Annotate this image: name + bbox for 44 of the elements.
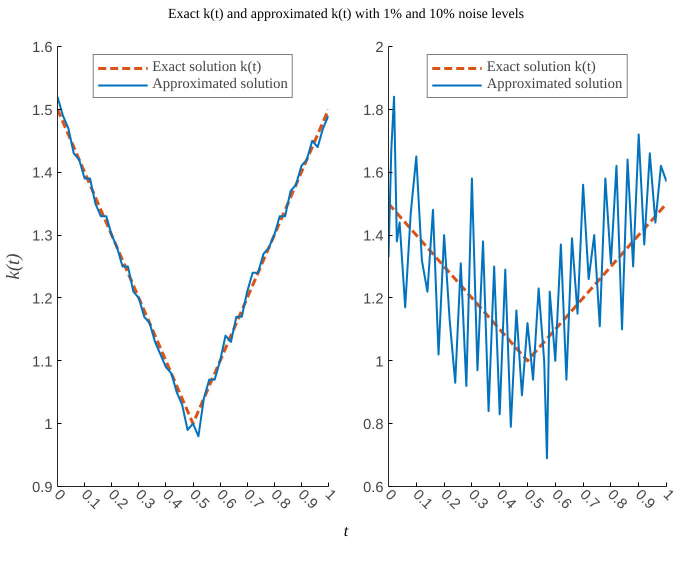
x-tick-label: 1	[322, 486, 339, 504]
legend-label: Approximated solution	[486, 76, 622, 93]
x-tick-label: 0.3	[465, 486, 491, 513]
y-tick-label: 1.4	[32, 166, 52, 182]
y-tick-label: 1.6	[363, 166, 384, 182]
x-tick-label: 0	[382, 486, 399, 504]
chart-title: Exact k(t) and approximated k(t) with 1% and 10% noise levels	[168, 6, 524, 24]
x-tick-label: 0.8	[604, 486, 630, 513]
x-tick-label: 0.3	[132, 486, 158, 513]
x-tick-label: 0	[50, 486, 68, 504]
y-tick-label: 2	[375, 40, 384, 56]
y-axis-title: k(t)	[3, 254, 24, 280]
y-tick-label: 1	[44, 417, 53, 434]
y-tick-label: 1	[375, 354, 384, 370]
x-tick-label: 0.5	[186, 486, 212, 513]
y-tick-label: 1.2	[32, 291, 52, 308]
x-tick-label: 1	[660, 486, 677, 504]
line-series	[388, 96, 666, 460]
y-tick-label: 1.2	[363, 291, 384, 308]
x-tick-label: 0.8	[268, 486, 294, 513]
x-tick-label: 0.1	[410, 486, 436, 513]
legend-label: Exact solution k(t)	[486, 59, 596, 76]
y-tick-label: 0.8	[363, 417, 384, 434]
x-tick-label: 0.2	[437, 486, 464, 513]
x-tick-label: 0.7	[240, 486, 266, 513]
x-tick-label: 0.7	[576, 486, 602, 513]
x-tick-label: 0.6	[548, 486, 574, 513]
x-tick-label: 0.9	[632, 486, 658, 513]
y-tick-label: 1.4	[363, 228, 384, 245]
x-tick-label: 0.6	[213, 486, 240, 513]
x-tick-label: 0.4	[159, 486, 185, 513]
y-tick-label: 1.5	[32, 102, 52, 119]
y-tick-label: 1.6	[32, 40, 52, 56]
x-tick-label: 0.9	[294, 486, 320, 513]
legend-label: Exact solution k(t)	[152, 59, 262, 76]
y-tick-label: 1.3	[32, 228, 52, 245]
x-tick-label: 0.2	[104, 486, 131, 513]
y-tick-label: 1.1	[32, 354, 52, 370]
x-axis-title: t	[344, 522, 348, 542]
legend-label: Approximated solution	[152, 76, 288, 93]
x-tick-label: 0.1	[78, 486, 104, 513]
x-tick-label: 0.5	[520, 486, 547, 513]
x-tick-label: 0.4	[492, 486, 519, 513]
y-tick-label: 1.8	[363, 102, 384, 119]
